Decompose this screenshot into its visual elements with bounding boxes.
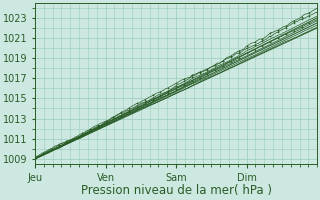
X-axis label: Pression niveau de la mer( hPa ): Pression niveau de la mer( hPa ) xyxy=(81,184,272,197)
